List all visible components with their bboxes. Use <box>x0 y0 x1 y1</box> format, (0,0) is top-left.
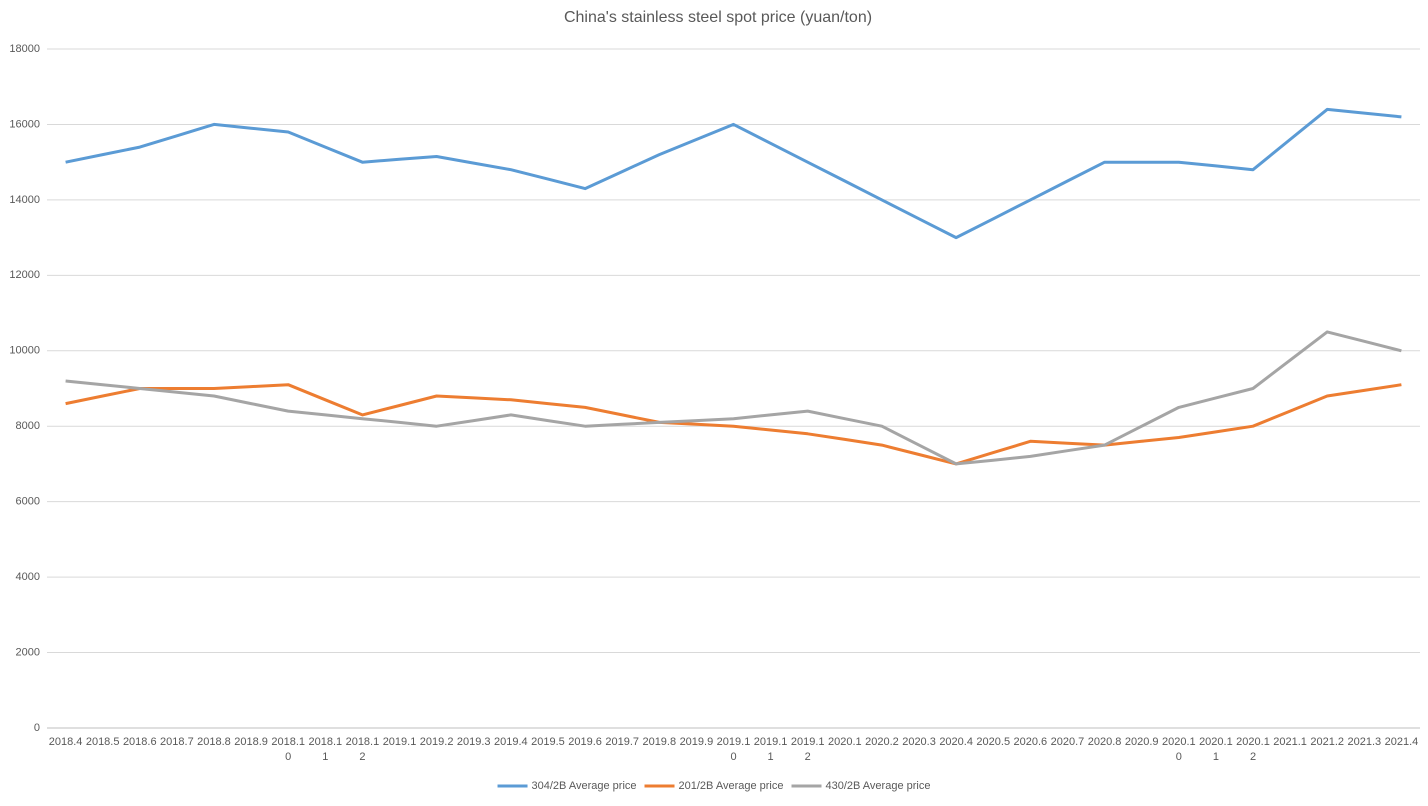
x-tick-label: 2020.8 <box>1087 736 1122 748</box>
x-tick-label: 2019.4 <box>494 736 528 748</box>
y-tick-label: 10000 <box>9 345 40 357</box>
x-tick-label: 2019.7 <box>605 736 639 748</box>
x-tick-label: 2018.9 <box>234 736 268 748</box>
y-tick-label: 6000 <box>16 496 40 508</box>
x-tick-label: 2020.12 <box>1236 736 1270 763</box>
x-tick-label: 2018.4 <box>48 736 83 748</box>
y-tick-label: 4000 <box>16 571 40 583</box>
x-tick-label: 2018.11 <box>308 736 343 763</box>
x-tick-label: 2019.6 <box>568 736 602 748</box>
x-tick-label: 2018.10 <box>271 736 306 763</box>
x-tick-label: 2020.5 <box>976 736 1011 748</box>
legend-label: 304/2B Average price <box>532 780 637 792</box>
legend-label: 201/2B Average price <box>679 780 784 792</box>
x-tick-label: 2020.11 <box>1199 736 1233 763</box>
x-tick-label: 2021.2 <box>1310 736 1345 748</box>
x-tick-label: 2019.8 <box>642 736 677 748</box>
series-line <box>65 107 1402 240</box>
x-tick-label: 2019.9 <box>679 736 714 748</box>
x-tick-label: 2020.7 <box>1050 736 1085 748</box>
y-tick-label: 14000 <box>9 194 40 206</box>
x-tick-label: 2019.1 <box>382 736 417 748</box>
x-tick-label: 2020.10 <box>1161 736 1196 763</box>
x-tick-label: 2020.1 <box>827 736 862 748</box>
x-tick-label: 2018.8 <box>197 736 231 748</box>
x-tick-label: 2019.3 <box>456 736 491 748</box>
y-tick-label: 18000 <box>9 43 40 55</box>
y-tick-label: 12000 <box>9 269 40 281</box>
x-tick-label: 2019.12 <box>790 736 825 763</box>
x-tick-label: 2020.4 <box>939 736 973 748</box>
x-tick-label: 2019.5 <box>531 736 565 748</box>
x-tick-label: 2021.1 <box>1273 736 1307 748</box>
x-tick-label: 2020.2 <box>865 736 899 748</box>
x-tick-label: 2021.3 <box>1347 736 1382 748</box>
x-tick-label: 2020.9 <box>1124 736 1159 748</box>
x-tick-label: 2021.4 <box>1384 736 1419 748</box>
x-tick-label: 2020.6 <box>1013 736 1048 748</box>
x-tick-label: 2019.11 <box>753 736 788 763</box>
y-tick-label: 0 <box>34 722 40 734</box>
series-line <box>65 383 1402 466</box>
x-tick-label: 2018.6 <box>122 736 157 748</box>
x-tick-label: 2018.5 <box>85 736 120 748</box>
x-tick-label: 2019.2 <box>419 736 454 748</box>
legend-label: 430/2B Average price <box>825 780 930 792</box>
y-tick-label: 16000 <box>9 118 40 130</box>
x-tick-label: 2018.7 <box>160 736 194 748</box>
x-tick-label: 2019.10 <box>716 736 751 763</box>
x-tick-label: 2020.3 <box>902 736 936 748</box>
y-tick-label: 8000 <box>16 420 40 432</box>
y-tick-label: 2000 <box>16 646 40 658</box>
x-tick-label: 2018.12 <box>345 736 380 763</box>
series-line <box>65 330 1402 466</box>
chart-title: China's stainless steel spot price (yuan… <box>564 9 872 26</box>
